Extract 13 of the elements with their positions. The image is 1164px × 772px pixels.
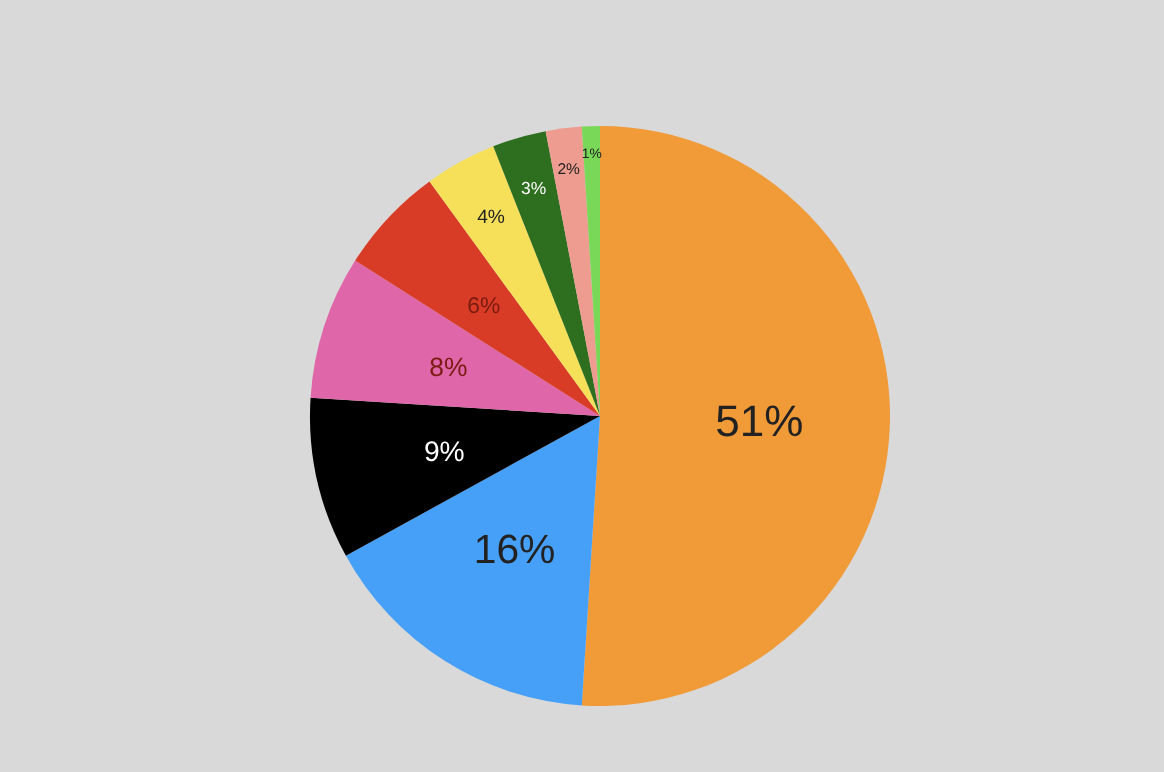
- data-label: 3%: [521, 177, 547, 198]
- pie-slice: [581, 126, 890, 706]
- pie-slice: [429, 146, 600, 416]
- pie-slice: [345, 416, 600, 706]
- data-label: 6%: [467, 294, 501, 319]
- data-label: 16%: [473, 528, 556, 573]
- data-label: 9%: [423, 434, 466, 467]
- pie-slice: [355, 181, 600, 416]
- data-label: 8%: [429, 351, 468, 382]
- pie-slice: [310, 260, 600, 416]
- data-label: 4%: [477, 206, 506, 229]
- pie-slice: [545, 126, 600, 416]
- data-label: 51%: [715, 396, 804, 447]
